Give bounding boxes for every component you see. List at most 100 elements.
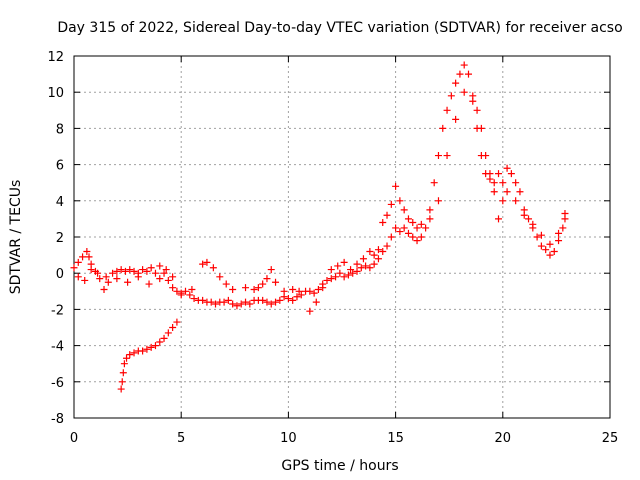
series-trace_upper [74, 88, 569, 315]
data-point-plus [143, 267, 151, 275]
data-point-plus [224, 296, 232, 304]
y-tick-label: 4 [56, 195, 64, 210]
data-point-plus [120, 360, 128, 368]
data-point-plus [486, 170, 494, 178]
data-point-plus [507, 170, 515, 178]
data-point-plus [495, 215, 503, 223]
data-point-plus [525, 215, 533, 223]
data-point-plus [387, 200, 395, 208]
data-point-plus [169, 273, 177, 281]
data-point-plus [340, 273, 348, 281]
data-point-plus [263, 298, 271, 306]
data-point-plus [259, 280, 267, 288]
x-axis-label: GPS time / hours [281, 458, 398, 474]
data-point-plus [443, 106, 451, 114]
data-point-plus [546, 251, 554, 259]
data-point-plus [151, 342, 159, 350]
data-point-plus [130, 267, 138, 275]
data-point-plus [327, 266, 335, 274]
data-point-plus [417, 233, 425, 241]
data-point-plus [323, 276, 331, 284]
data-point-plus [499, 179, 507, 187]
data-point-plus [439, 124, 447, 132]
data-point-plus [310, 289, 318, 297]
data-point-plus [199, 260, 207, 268]
data-point-plus [70, 264, 78, 272]
data-point-plus [272, 278, 280, 286]
data-point-plus [520, 211, 528, 219]
data-point-plus [366, 264, 374, 272]
data-point-plus [537, 231, 545, 239]
data-point-plus [460, 61, 468, 69]
data-point-plus [181, 287, 189, 295]
data-point-plus [383, 211, 391, 219]
y-axis-ticks: -8 -6 -4 -2 0 2 4 6 8 10 12 [47, 50, 610, 427]
data-point-plus [359, 255, 367, 263]
data-point-plus [212, 300, 220, 308]
data-point-plus [130, 349, 138, 357]
data-point-plus [404, 229, 412, 237]
data-point-plus [164, 276, 172, 284]
data-point-plus [347, 266, 355, 274]
data-point-plus [242, 284, 250, 292]
data-point-plus [104, 278, 112, 286]
data-point-plus [209, 264, 217, 272]
data-point-plus [319, 284, 327, 292]
data-point-plus [237, 300, 245, 308]
y-tick-label: 8 [56, 122, 64, 137]
data-point-plus [220, 298, 228, 306]
data-point-plus [169, 324, 177, 331]
data-point-plus [392, 224, 400, 232]
data-point-plus [233, 302, 241, 310]
data-point-plus [139, 347, 147, 355]
data-point-plus [396, 197, 404, 205]
data-point-plus [353, 260, 361, 268]
data-point-plus [336, 269, 344, 277]
data-point-plus [332, 273, 340, 281]
y-tick-label: -2 [51, 303, 64, 318]
data-point-plus [550, 247, 558, 255]
data-point-plus [96, 275, 104, 283]
data-point-plus [156, 338, 164, 346]
data-point-plus [503, 164, 511, 172]
data-point-plus [456, 70, 464, 78]
data-point-plus [529, 220, 537, 228]
data-point-plus [555, 229, 563, 237]
data-point-plus [306, 307, 314, 315]
data-point-plus [81, 276, 89, 284]
data-point-plus [147, 343, 155, 351]
x-tick-label: 10 [280, 431, 297, 446]
y-tick-label: 10 [47, 86, 64, 101]
y-tick-label: -4 [51, 340, 64, 355]
data-point-plus [74, 258, 82, 266]
x-tick-label: 5 [177, 431, 185, 446]
data-point-plus [353, 267, 361, 275]
x-tick-label: 15 [387, 431, 404, 446]
data-point-plus [370, 260, 378, 268]
data-point-plus [123, 354, 131, 362]
data-point-plus [151, 269, 159, 277]
data-point-plus [162, 266, 170, 274]
data-point-plus [190, 295, 198, 303]
data-point-plus [340, 258, 348, 266]
data-point-plus [188, 285, 196, 293]
data-point-plus [327, 275, 335, 283]
data-point-plus [490, 188, 498, 196]
data-point-plus [413, 224, 421, 232]
data-point-plus [177, 291, 185, 299]
data-point-plus [469, 92, 477, 100]
data-point-plus [289, 296, 297, 304]
data-point-plus [113, 275, 121, 283]
data-point-plus [370, 251, 378, 259]
data-point-plus [379, 219, 387, 227]
y-tick-label: -8 [51, 412, 64, 427]
data-point-plus [447, 92, 455, 100]
data-point-plus [83, 247, 91, 255]
data-point-plus [344, 271, 352, 279]
data-point-plus [254, 284, 262, 292]
data-point-plus [495, 170, 503, 178]
data-point-plus [334, 262, 342, 270]
data-point-plus [555, 237, 563, 245]
data-point-plus [85, 253, 93, 261]
data-point-plus [477, 124, 485, 132]
